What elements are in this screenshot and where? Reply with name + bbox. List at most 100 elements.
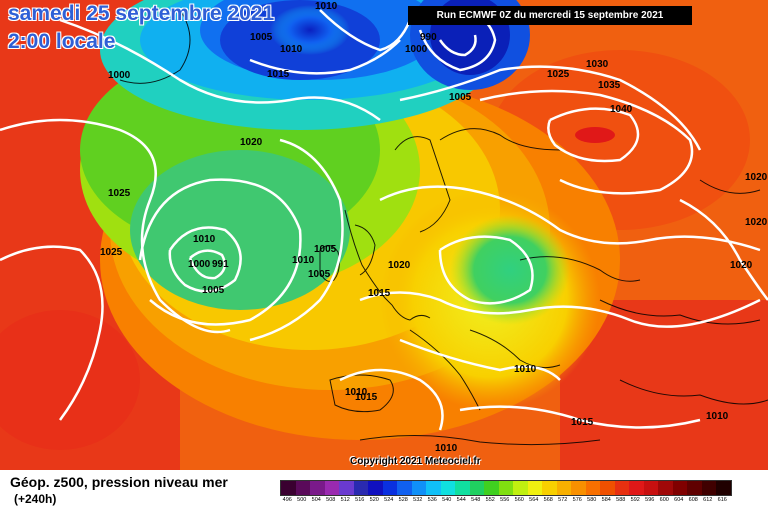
scale-label: 528	[398, 497, 408, 503]
pressure-label: 1005	[308, 269, 331, 280]
pressure-label: 1015	[267, 69, 290, 80]
legend-bar: Géop. z500, pression niveau mer (+240h) …	[0, 470, 768, 512]
pressure-label: 1010	[193, 234, 216, 245]
scale-label: 516	[355, 497, 365, 503]
scale-swatch	[513, 481, 528, 495]
scale-swatch	[411, 481, 426, 495]
scale-swatch	[426, 481, 441, 495]
pressure-label: 1040	[610, 104, 633, 115]
scale-label: 508	[326, 497, 336, 503]
scale-label: 564	[529, 497, 539, 503]
legend-title: Géop. z500, pression niveau mer	[10, 474, 228, 490]
scale-label: 584	[601, 497, 611, 503]
scale-swatch	[687, 481, 702, 495]
weather-map: 1005 1010 1015 1010 1000 1000 990 1005 1…	[0, 0, 768, 470]
pressure-label: 1005	[250, 32, 273, 43]
scale-swatch	[469, 481, 484, 495]
pressure-label: 1025	[100, 247, 123, 258]
pressure-label: 1010	[315, 1, 338, 12]
scale-swatch	[571, 481, 586, 495]
scale-label: 504	[311, 497, 321, 503]
pressure-label: 1005	[449, 92, 472, 103]
scale-swatch	[484, 481, 499, 495]
color-scale	[280, 480, 732, 496]
pressure-label: 1010	[514, 364, 537, 375]
scale-swatch	[585, 481, 600, 495]
color-scale-labels: 496 500 504 508 512 516 520 524 528 532 536 540 544 5…	[280, 497, 730, 503]
pressure-label: 1030	[586, 59, 609, 70]
scale-swatch	[281, 481, 296, 495]
scale-label: 544	[456, 497, 466, 503]
scale-swatch	[701, 481, 716, 495]
scale-label: 568	[543, 497, 553, 503]
pressure-label: 1020	[730, 260, 753, 271]
scale-label: 548	[471, 497, 481, 503]
pressure-label: 1015	[368, 288, 391, 299]
scale-label: 552	[485, 497, 495, 503]
pressure-label: 1000	[405, 44, 428, 55]
scale-swatch	[629, 481, 644, 495]
scale-label: 588	[616, 497, 626, 503]
scale-swatch	[295, 481, 310, 495]
scale-swatch	[614, 481, 629, 495]
pressure-label: 1000	[188, 259, 211, 270]
scale-label: 604	[674, 497, 684, 503]
scale-swatch	[498, 481, 513, 495]
run-info-banner: Run ECMWF 0Z du mercredi 15 septembre 20…	[408, 6, 692, 25]
scale-label: 612	[703, 497, 713, 503]
scale-swatch	[527, 481, 542, 495]
pressure-label: 1035	[598, 80, 621, 91]
scale-swatch	[455, 481, 470, 495]
pressure-label: 990	[420, 32, 437, 43]
scale-swatch	[716, 481, 731, 495]
scale-swatch	[310, 481, 325, 495]
pressure-label: 1010	[292, 255, 315, 266]
scale-swatch	[324, 481, 339, 495]
pressure-label: 1005	[202, 285, 225, 296]
scale-swatch	[440, 481, 455, 495]
pressure-label: 1010	[280, 44, 303, 55]
pressure-label: 1010	[435, 443, 458, 454]
map-date-title: samedi 25 septembre 2021	[8, 2, 275, 25]
scale-label: 560	[514, 497, 524, 503]
scale-label: 556	[500, 497, 510, 503]
pressure-label: 1005	[314, 244, 337, 255]
scale-label: 500	[297, 497, 307, 503]
scale-swatch	[658, 481, 673, 495]
pressure-label: 1020	[240, 137, 263, 148]
pressure-label: 1025	[108, 188, 131, 199]
pressure-label: 1015	[355, 392, 378, 403]
map-time-title: 2:00 locale	[8, 30, 116, 53]
scale-label: 592	[630, 497, 640, 503]
pressure-label: 1020	[388, 260, 411, 271]
scale-label: 536	[427, 497, 437, 503]
scale-label: 532	[413, 497, 423, 503]
scale-label: 580	[587, 497, 597, 503]
scale-swatch	[643, 481, 658, 495]
pressure-label: 1020	[745, 172, 768, 183]
scale-label: 524	[384, 497, 394, 503]
scale-label: 600	[659, 497, 669, 503]
pressure-label: 1015	[571, 417, 594, 428]
scale-label: 608	[688, 497, 698, 503]
scale-label: 576	[572, 497, 582, 503]
scale-swatch	[368, 481, 383, 495]
legend-forecast-hour: (+240h)	[14, 492, 57, 506]
scale-label: 520	[369, 497, 379, 503]
scale-label: 572	[558, 497, 568, 503]
scale-label: 496	[282, 497, 292, 503]
pressure-label: 1000	[108, 70, 131, 81]
scale-label: 616	[717, 497, 727, 503]
scale-swatch	[397, 481, 412, 495]
scale-swatch	[556, 481, 571, 495]
scale-label: 540	[442, 497, 452, 503]
pressure-label: 1025	[547, 69, 570, 80]
pressure-label: 1010	[706, 411, 729, 422]
scale-label: 596	[645, 497, 655, 503]
scale-label: 512	[340, 497, 350, 503]
scale-swatch	[339, 481, 354, 495]
pressure-label: 991	[212, 259, 229, 270]
scale-swatch	[382, 481, 397, 495]
pressure-label: 1020	[745, 217, 768, 228]
scale-swatch	[353, 481, 368, 495]
